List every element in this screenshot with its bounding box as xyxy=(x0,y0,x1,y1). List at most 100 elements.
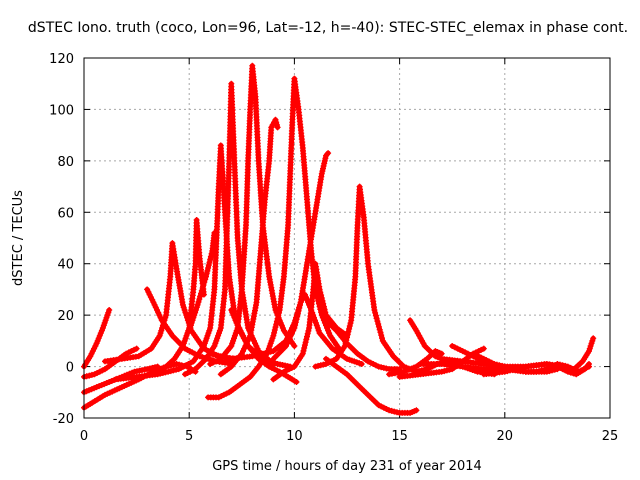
data-point xyxy=(440,352,444,356)
data-point xyxy=(303,275,307,279)
data-point xyxy=(250,354,254,358)
series-markers xyxy=(270,150,332,362)
data-point xyxy=(181,344,185,348)
data-point xyxy=(292,77,296,81)
data-point xyxy=(170,334,174,338)
data-point xyxy=(398,411,402,415)
data-point xyxy=(366,262,370,266)
data-point xyxy=(254,95,257,99)
data-point xyxy=(164,365,168,369)
data-point xyxy=(194,367,197,371)
data-point xyxy=(503,370,507,374)
data-point xyxy=(572,367,576,371)
x-tick-label: 25 xyxy=(602,429,619,444)
data-point xyxy=(219,326,223,330)
data-point xyxy=(217,185,221,189)
y-tick-label: 100 xyxy=(49,103,74,118)
data-point xyxy=(335,357,338,361)
data-point xyxy=(255,300,258,304)
x-tick-label: 20 xyxy=(497,429,514,444)
data-point xyxy=(433,354,437,358)
data-point xyxy=(164,313,168,317)
data-point xyxy=(120,357,124,361)
data-point xyxy=(324,362,328,366)
data-point xyxy=(271,362,275,366)
data-point xyxy=(227,390,231,394)
data-point xyxy=(250,64,254,68)
data-point xyxy=(208,362,212,366)
data-point xyxy=(191,359,195,363)
data-point xyxy=(170,241,174,245)
x-tick-label: 5 xyxy=(185,429,193,444)
data-point xyxy=(223,287,227,291)
data-point xyxy=(482,372,486,376)
data-point xyxy=(450,367,454,371)
data-point xyxy=(101,326,105,330)
data-point xyxy=(145,367,149,371)
data-point xyxy=(286,375,290,379)
data-point xyxy=(238,383,242,387)
data-point xyxy=(356,223,359,227)
data-point xyxy=(212,231,216,235)
data-point xyxy=(177,367,181,371)
data-point xyxy=(240,287,244,291)
data-point xyxy=(246,159,250,163)
data-point xyxy=(90,401,94,405)
data-point xyxy=(318,331,322,335)
data-point xyxy=(175,267,179,271)
data-point xyxy=(591,336,595,340)
data-point xyxy=(114,377,118,381)
data-point xyxy=(229,365,233,369)
data-point xyxy=(95,385,99,389)
data-point xyxy=(320,313,324,317)
data-point xyxy=(246,344,250,348)
data-point xyxy=(181,303,185,307)
data-point xyxy=(206,395,210,399)
x-tick-label: 15 xyxy=(391,429,408,444)
data-point xyxy=(335,329,338,333)
data-point xyxy=(271,377,275,381)
data-point xyxy=(257,365,261,369)
data-point xyxy=(345,341,349,345)
y-tick-label: 20 xyxy=(57,309,74,324)
data-point xyxy=(566,370,570,374)
data-point xyxy=(288,172,292,176)
data-point xyxy=(324,318,328,322)
data-point xyxy=(482,367,486,371)
data-point xyxy=(217,395,221,399)
data-point xyxy=(271,357,275,361)
data-point xyxy=(257,349,261,353)
data-point xyxy=(320,172,324,176)
data-point xyxy=(194,262,197,266)
data-point xyxy=(330,347,334,351)
data-point xyxy=(248,107,252,111)
data-point xyxy=(219,372,223,376)
data-point xyxy=(248,334,252,338)
data-series xyxy=(323,355,420,416)
data-point xyxy=(269,125,273,129)
data-point xyxy=(387,367,391,371)
data-point xyxy=(360,362,364,366)
data-point xyxy=(204,275,208,279)
data-point xyxy=(362,215,366,219)
data-point xyxy=(482,362,486,366)
data-point xyxy=(419,372,423,376)
data-point xyxy=(503,365,507,369)
data-point xyxy=(137,354,141,358)
data-point xyxy=(316,197,319,201)
data-point xyxy=(219,143,223,147)
data-point xyxy=(324,357,328,361)
data-point xyxy=(257,159,261,163)
data-point xyxy=(372,308,376,312)
data-point xyxy=(461,349,465,353)
data-point xyxy=(408,318,412,322)
data-point xyxy=(292,344,296,348)
data-point xyxy=(156,365,160,369)
data-point xyxy=(187,329,191,333)
data-series xyxy=(270,150,332,362)
data-point xyxy=(229,308,233,312)
data-point xyxy=(267,365,271,369)
y-tick-label: -20 xyxy=(53,412,74,427)
data-point xyxy=(461,359,465,363)
data-point xyxy=(93,372,96,376)
